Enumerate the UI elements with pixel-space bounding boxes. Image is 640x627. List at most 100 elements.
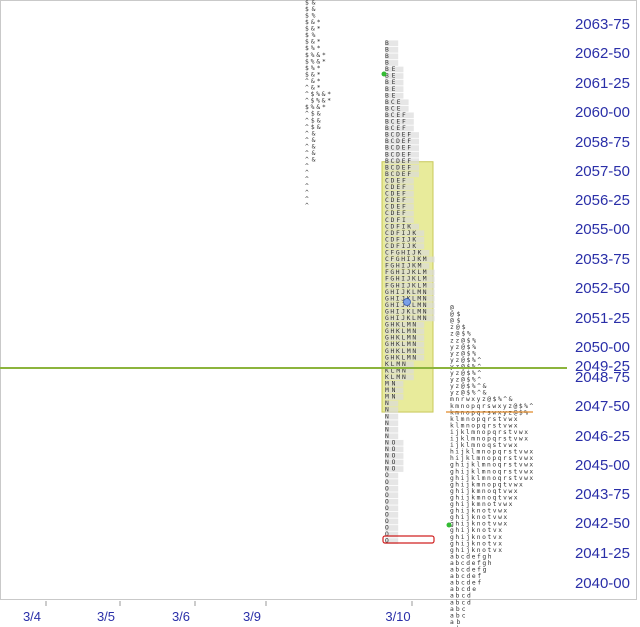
tpo-row: CDEF xyxy=(385,210,406,217)
tpo-row: $%* xyxy=(305,65,321,72)
volume-bar xyxy=(385,413,399,420)
tpo-row: CDEF xyxy=(385,177,406,184)
tpo-row: ghijknotvx xyxy=(450,534,502,541)
tpo-row: abcde xyxy=(450,586,476,593)
date-tick-label: 3/4 xyxy=(23,609,41,624)
volume-bar xyxy=(385,512,399,518)
volume-bar xyxy=(385,394,404,400)
tpo-row: BCDEF xyxy=(385,145,411,152)
tpo-row: O xyxy=(385,512,389,519)
price-tick-label: 2045-00 xyxy=(575,457,630,474)
tpo-row: BCDEF xyxy=(385,164,411,171)
tpo-row: FGHIJKLM xyxy=(385,276,427,283)
tpo-row: B xyxy=(385,60,389,67)
tpo-row: yz@$%^ xyxy=(450,370,481,377)
volume-bar xyxy=(385,119,414,125)
tpo-row: CDFIJK xyxy=(385,230,416,237)
tpo-row: abcdefgh xyxy=(450,553,492,560)
tpo-row: CDFI xyxy=(385,217,406,224)
tpo-row: yz@$%^& xyxy=(450,390,487,397)
price-tick-label: 2048-75 xyxy=(575,369,630,386)
tpo-row: GHKLMN xyxy=(385,322,416,329)
tpo-row: FGHIJKLM xyxy=(385,282,427,289)
volume-bar xyxy=(385,341,425,348)
volume-bar xyxy=(385,322,425,328)
reference-lines xyxy=(0,367,567,413)
volume-bar xyxy=(385,354,425,361)
volume-bar xyxy=(385,525,399,531)
volume-bar xyxy=(385,112,414,119)
tpo-row: B xyxy=(385,40,389,47)
tpo-row: CDFIJK xyxy=(385,243,416,250)
volume-bar xyxy=(385,256,435,263)
price-tick-label: 2057-50 xyxy=(575,163,630,180)
price-tick-label: 2047-50 xyxy=(575,398,630,415)
tpo-row: $%&* xyxy=(305,58,326,65)
volume-bar xyxy=(385,269,435,276)
tpo-row: N xyxy=(385,413,389,420)
price-tick-label: 2053-75 xyxy=(575,251,630,268)
volume-bar xyxy=(385,400,399,407)
volume-bar xyxy=(385,387,404,394)
volume-bar xyxy=(385,171,419,178)
volume-bar xyxy=(385,367,414,374)
open-marker xyxy=(446,522,452,528)
volume-bar xyxy=(385,466,404,472)
tpo-row: ^ xyxy=(305,163,309,170)
tpo-row: O xyxy=(385,505,389,512)
tpo-row: kmnopqrswxyz@$% xyxy=(450,409,528,416)
tpo-row: CFGHIJKM xyxy=(385,256,427,263)
volume-bar xyxy=(385,472,399,479)
tpo-row: CDFIK xyxy=(385,223,411,230)
volume-bar xyxy=(385,217,414,224)
tpo-row: $&* xyxy=(305,19,321,26)
tpo-row: CDEF xyxy=(385,191,406,198)
price-tick-label: 2049-25 xyxy=(575,358,630,375)
tpo-row: ^$& xyxy=(305,124,321,131)
tpo-row: GHKLMN xyxy=(385,354,416,361)
date-tick-label: 3/6 xyxy=(172,609,190,624)
price-tick-label: 2055-00 xyxy=(575,221,630,238)
tpo-row: BCDEF xyxy=(385,151,411,158)
price-tick-label: 2063-75 xyxy=(575,16,630,33)
volume-bar xyxy=(385,79,404,86)
tpo-row: ijklmnopqrstvwx xyxy=(450,429,528,436)
tpo-row: O xyxy=(385,498,389,505)
tpo-row: GHIJKLMN xyxy=(385,315,427,322)
tpo-row: GHIJKLMN xyxy=(385,289,427,296)
volume-bar xyxy=(385,485,399,492)
tpo-row: ^&* xyxy=(305,85,321,92)
volume-bar xyxy=(385,433,399,440)
tpo-row: ^$%&* xyxy=(305,98,331,105)
volume-bar xyxy=(385,99,409,106)
volume-bar xyxy=(385,86,404,93)
tpo-row: N xyxy=(385,420,389,427)
volume-bar xyxy=(385,263,430,269)
tpo-row: abcdef xyxy=(450,573,481,580)
tpo-row: BCE xyxy=(385,99,401,106)
tpo-row: abcdefg xyxy=(450,567,487,574)
tpo-row: $%* xyxy=(305,45,321,52)
volume-bar xyxy=(385,328,425,335)
volume-bar xyxy=(385,479,399,486)
price-tick-label: 2062-50 xyxy=(575,45,630,62)
volume-bar xyxy=(385,243,425,250)
tpo-row: BCDEF xyxy=(385,158,411,165)
volume-bar xyxy=(385,453,404,459)
price-tick-label: 2043-75 xyxy=(575,486,630,503)
tpo-row: hijklmnopqrstvwx xyxy=(450,449,533,456)
tpo-row: abc xyxy=(450,612,466,619)
tpo-row: BCDEF xyxy=(385,138,411,145)
tpo-row: klmnopqrstvwx xyxy=(450,422,518,429)
volume-bar xyxy=(385,236,425,243)
volume-bar xyxy=(385,446,404,453)
tpo-row: $&* xyxy=(305,71,321,78)
tpo-row: abcd xyxy=(450,599,471,606)
tpo-row: O xyxy=(385,492,389,499)
tpo-row: yz@$%^ xyxy=(450,357,481,364)
tpo-row: klmnopqrstvwx xyxy=(450,416,518,423)
tpo-row: KLMN xyxy=(385,367,406,374)
tpo-row: BCDEF xyxy=(385,171,411,178)
tpo-row: BCEF xyxy=(385,119,406,126)
